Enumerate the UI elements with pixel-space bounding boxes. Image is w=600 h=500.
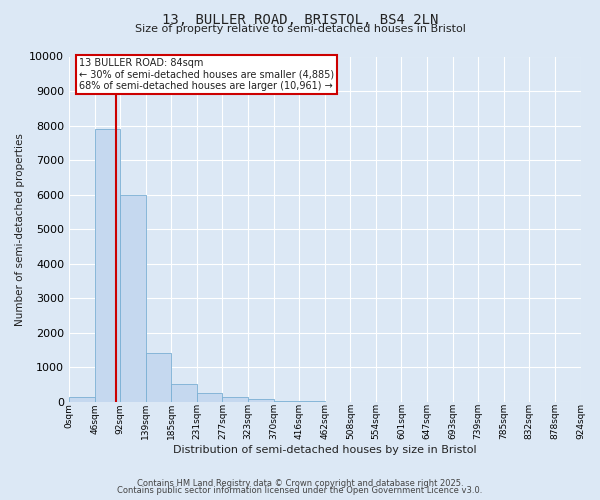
Bar bbox=[172, 384, 197, 402]
Text: 13 BULLER ROAD: 84sqm
← 30% of semi-detached houses are smaller (4,885)
68% of s: 13 BULLER ROAD: 84sqm ← 30% of semi-deta… bbox=[79, 58, 334, 92]
Bar bbox=[197, 393, 223, 402]
Bar bbox=[146, 354, 172, 402]
Bar bbox=[95, 129, 120, 402]
Text: Contains HM Land Registry data © Crown copyright and database right 2025.: Contains HM Land Registry data © Crown c… bbox=[137, 478, 463, 488]
X-axis label: Distribution of semi-detached houses by size in Bristol: Distribution of semi-detached houses by … bbox=[173, 445, 476, 455]
Bar bbox=[69, 396, 95, 402]
Text: Contains public sector information licensed under the Open Government Licence v3: Contains public sector information licen… bbox=[118, 486, 482, 495]
Y-axis label: Number of semi-detached properties: Number of semi-detached properties bbox=[15, 132, 25, 326]
Bar bbox=[274, 400, 299, 402]
Bar bbox=[223, 396, 248, 402]
Bar bbox=[248, 399, 274, 402]
Text: 13, BULLER ROAD, BRISTOL, BS4 2LN: 13, BULLER ROAD, BRISTOL, BS4 2LN bbox=[162, 12, 438, 26]
Bar bbox=[120, 194, 146, 402]
Text: Size of property relative to semi-detached houses in Bristol: Size of property relative to semi-detach… bbox=[134, 24, 466, 34]
